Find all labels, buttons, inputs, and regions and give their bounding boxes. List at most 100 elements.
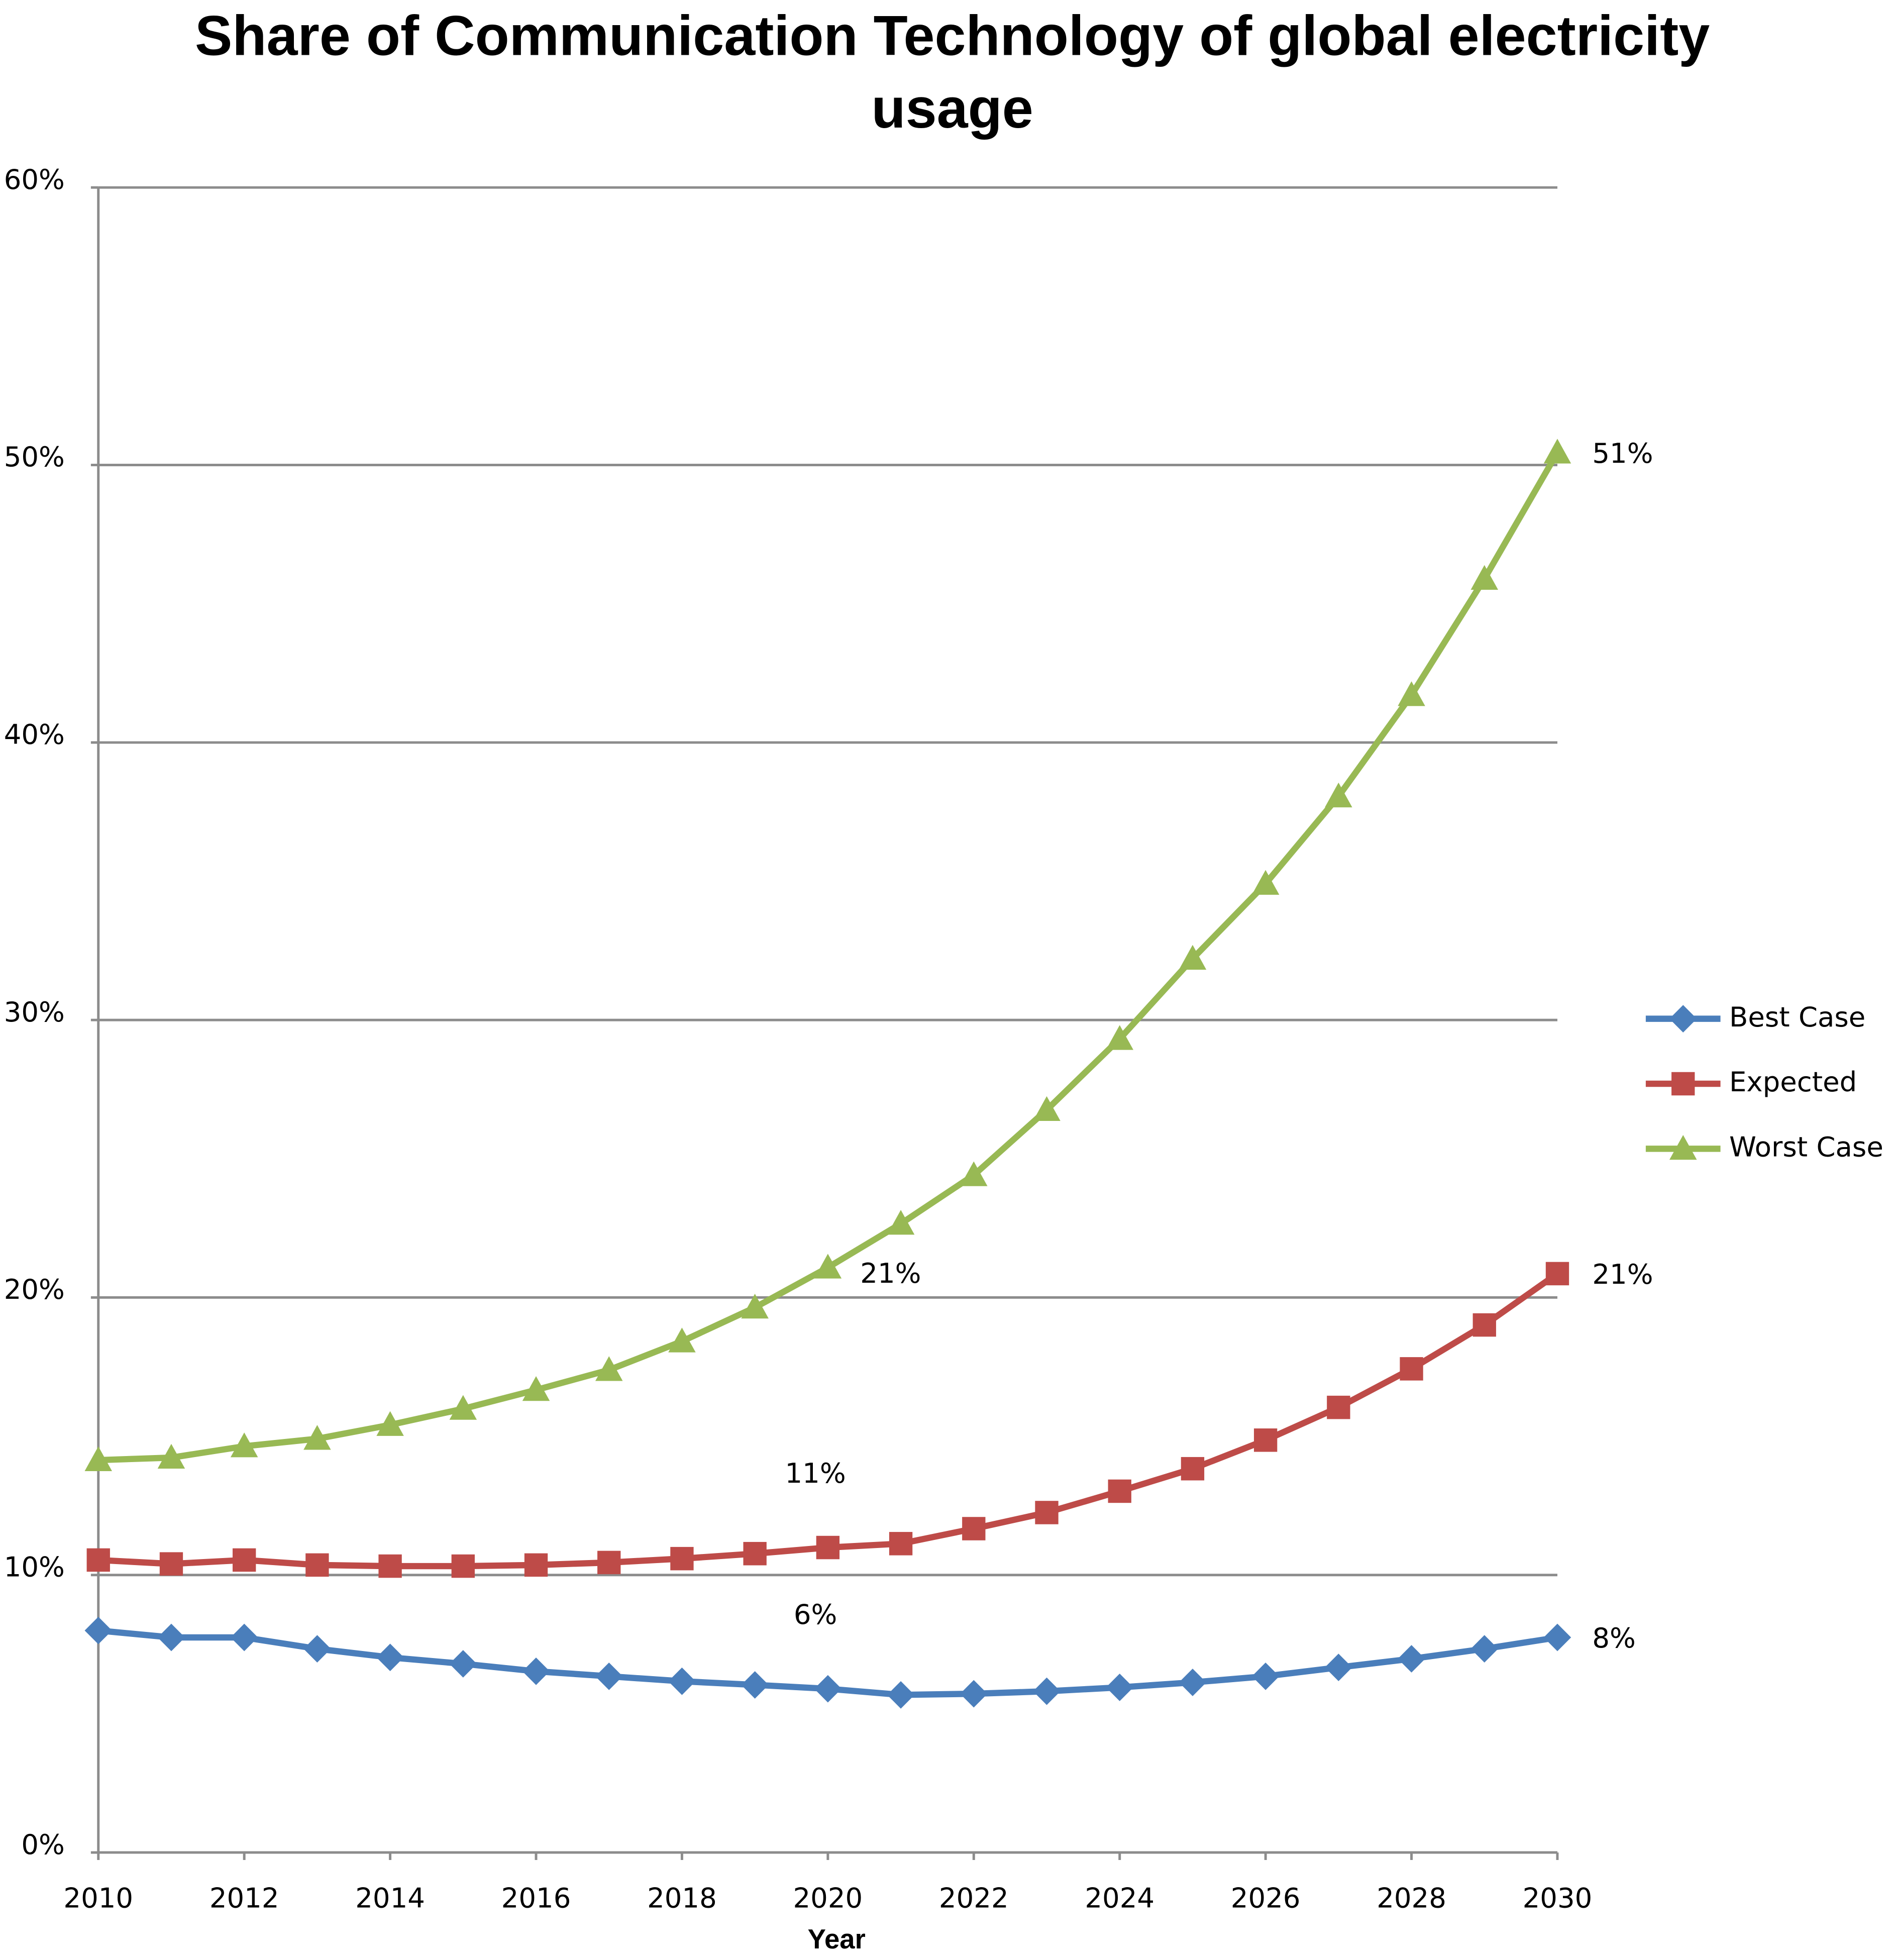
- marker: [887, 1681, 915, 1709]
- marker: [1106, 1674, 1133, 1701]
- series-line: [98, 1271, 1559, 1570]
- marker: [1325, 1654, 1352, 1682]
- marker: [670, 1546, 694, 1571]
- marker: [814, 1254, 842, 1279]
- data-label: 21%: [1592, 1258, 1653, 1290]
- marker: [84, 1446, 113, 1471]
- x-tick-label: 2018: [647, 1882, 717, 1914]
- marker: [1106, 1025, 1133, 1050]
- marker: [449, 1650, 477, 1678]
- marker: [960, 1680, 988, 1708]
- marker: [1035, 1501, 1059, 1524]
- marker: [668, 1667, 696, 1695]
- marker: [522, 1376, 550, 1401]
- marker: [889, 1532, 913, 1556]
- marker: [157, 1623, 185, 1652]
- marker: [159, 1552, 183, 1576]
- marker: [233, 1548, 256, 1572]
- x-tick-label: 2028: [1377, 1882, 1446, 1914]
- marker: [84, 1616, 113, 1644]
- marker: [741, 1293, 769, 1319]
- y-tick-label: 30%: [4, 996, 65, 1028]
- marker: [1470, 565, 1499, 590]
- marker: [668, 1327, 696, 1353]
- marker: [1545, 1262, 1569, 1286]
- marker: [303, 1635, 331, 1663]
- marker: [1033, 1677, 1061, 1705]
- marker: [1181, 1457, 1205, 1481]
- marker: [1543, 439, 1571, 464]
- marker: [1398, 681, 1425, 706]
- legend-marker: [1669, 1134, 1697, 1160]
- title-box: Share of Communication Technology of glo…: [195, 4, 1710, 140]
- marker: [960, 1161, 988, 1186]
- marker: [816, 1535, 840, 1560]
- marker: [1327, 1395, 1350, 1419]
- marker: [303, 1425, 331, 1450]
- x-tick-label: 2022: [939, 1882, 1009, 1914]
- legend-marker: [1669, 1005, 1697, 1033]
- y-tick-label: 10%: [4, 1551, 65, 1583]
- x-tick-label: 2026: [1231, 1882, 1301, 1914]
- marker: [1179, 1669, 1207, 1696]
- y-tick-label: 0%: [21, 1828, 64, 1861]
- x-tick-label: 2012: [209, 1882, 279, 1914]
- marker: [887, 1210, 915, 1235]
- marker: [741, 1671, 769, 1699]
- x-tick-label: 2014: [355, 1882, 425, 1914]
- marker: [451, 1554, 475, 1578]
- marker: [1470, 1635, 1499, 1663]
- x-tick-label: 2016: [501, 1882, 571, 1914]
- chart-title: Share of Communication Technology of glo…: [195, 4, 1710, 140]
- marker: [1472, 1313, 1496, 1337]
- data-label: 6%: [794, 1598, 837, 1630]
- marker: [597, 1551, 621, 1575]
- marker: [1108, 1479, 1131, 1503]
- marker: [962, 1517, 986, 1540]
- marker: [449, 1395, 477, 1420]
- x-axis-title: Year: [808, 1924, 866, 1954]
- x-tick-label: 2024: [1085, 1882, 1154, 1914]
- marker: [814, 1675, 842, 1703]
- series-line: [98, 451, 1560, 1464]
- legend-label: Best Case: [1729, 1001, 1865, 1033]
- marker: [1179, 945, 1207, 970]
- marker: [524, 1553, 548, 1577]
- legend-label: Worst Case: [1729, 1130, 1883, 1163]
- legend-marker: [1671, 1072, 1695, 1096]
- marker: [1543, 1623, 1571, 1652]
- data-label: 21%: [860, 1257, 921, 1289]
- marker: [1251, 1662, 1280, 1690]
- legend-label: Expected: [1729, 1066, 1857, 1098]
- marker: [1325, 782, 1352, 807]
- marker: [305, 1553, 329, 1577]
- y-tick-label: 60%: [4, 163, 65, 195]
- marker: [376, 1643, 404, 1672]
- y-tick-label: 40%: [4, 718, 65, 750]
- marker: [1251, 870, 1280, 895]
- marker: [86, 1548, 110, 1572]
- marker: [1253, 1428, 1278, 1452]
- marker: [230, 1432, 258, 1458]
- y-tick-label: 50%: [4, 441, 65, 473]
- marker: [595, 1662, 623, 1690]
- marker: [378, 1554, 402, 1578]
- marker: [1400, 1357, 1423, 1381]
- marker: [1398, 1645, 1425, 1673]
- x-tick-label: 2020: [793, 1882, 863, 1914]
- data-label: 11%: [785, 1457, 846, 1489]
- marker: [157, 1443, 185, 1469]
- marker: [743, 1541, 767, 1566]
- data-label: 8%: [1592, 1622, 1635, 1654]
- marker: [376, 1411, 404, 1436]
- marker: [595, 1356, 623, 1381]
- data-label: 51%: [1592, 437, 1653, 469]
- x-tick-label: 2010: [63, 1882, 133, 1914]
- marker: [230, 1623, 258, 1652]
- marker: [1033, 1096, 1061, 1121]
- y-tick-label: 20%: [4, 1273, 65, 1305]
- x-tick-label: 2030: [1523, 1882, 1593, 1914]
- marker: [522, 1658, 550, 1685]
